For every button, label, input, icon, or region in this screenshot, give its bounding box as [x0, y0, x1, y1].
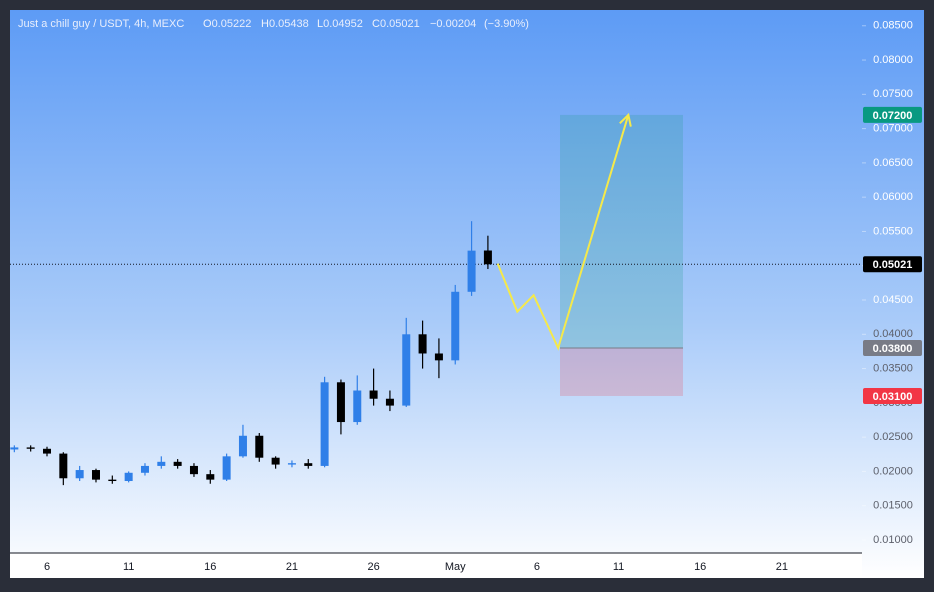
header: Just a chill guy / USDT, 4h, MEXC O0.052…: [18, 18, 529, 30]
y-tick-label: 0.03500: [873, 362, 913, 374]
x-tick-label: May: [445, 561, 466, 573]
candle-body: [238, 435, 247, 457]
candle-body: [271, 457, 280, 465]
x-tick-label: 21: [286, 561, 298, 573]
background: [10, 10, 924, 578]
candle-body: [483, 250, 492, 265]
h-value: 0.05438: [269, 18, 309, 30]
entry-badge: [863, 340, 922, 357]
candle-body: [206, 474, 215, 480]
candle-body: [26, 447, 35, 449]
candle-body: [402, 334, 411, 406]
y-tick-label: 0.04500: [873, 294, 913, 306]
candle-body: [124, 472, 133, 482]
stop-label: 0.03100: [873, 391, 913, 403]
c-label: C: [372, 18, 380, 30]
candle-body: [434, 353, 443, 361]
candle-body: [320, 382, 329, 466]
y-tick-label: 0.05500: [873, 225, 913, 237]
candle-body: [157, 461, 166, 466]
candle-body: [173, 461, 182, 466]
stop-zone: [560, 348, 683, 396]
x-tick-label: 11: [123, 561, 134, 573]
projection-line: [496, 114, 630, 351]
o-value: 0.05222: [212, 18, 252, 30]
candle-body: [189, 465, 198, 475]
candle-body: [385, 398, 394, 406]
change-pct: (−3.90%): [484, 18, 529, 30]
candle-body: [59, 453, 68, 479]
candle-body: [108, 479, 117, 482]
x-tick-label: 16: [204, 561, 216, 573]
plot: [10, 114, 862, 486]
candle-body: [287, 463, 296, 465]
symbol: Just a chill guy / USDT, 4h, MEXC: [18, 18, 184, 30]
c-value: 0.05021: [380, 18, 420, 30]
y-tick-label: 0.08000: [873, 54, 913, 66]
y-tick-label: 0.08500: [873, 20, 913, 32]
candle-body: [336, 382, 345, 423]
candle-body: [10, 447, 19, 450]
y-tick-label: 0.06000: [873, 191, 913, 203]
entry-label: 0.03800: [873, 343, 913, 355]
y-tick-label: 0.07500: [873, 88, 913, 100]
y-tick-label: 0.07000: [873, 123, 913, 135]
candle-body: [75, 470, 84, 479]
candle-body: [43, 448, 51, 454]
y-tick-label: 0.06500: [873, 157, 913, 169]
candle-body: [304, 463, 313, 466]
y-tick-label: 0.02500: [873, 431, 913, 443]
y-tick-label: 0.04000: [873, 328, 913, 340]
candle-body: [353, 390, 362, 423]
x-tick-label: 16: [694, 561, 706, 573]
target-label: 0.07200: [873, 110, 913, 122]
current-price-badge: [863, 256, 922, 273]
x-tick-label: 6: [534, 561, 540, 573]
y-tick-label: 0.01000: [873, 534, 913, 546]
x-tick-label: 11: [613, 561, 624, 573]
candle-body: [91, 470, 100, 480]
stop-badge: [863, 387, 922, 404]
candle-body: [418, 334, 427, 354]
target-zone: [560, 114, 683, 349]
y-tick-label: 0.02000: [873, 465, 913, 477]
candle-body: [255, 435, 264, 458]
current-price-label: 0.05021: [873, 259, 913, 271]
time-axis-bg: [10, 553, 862, 578]
projection-arrowhead: [619, 112, 632, 127]
target-badge: [863, 106, 922, 123]
candle-body: [467, 250, 476, 292]
candle-body: [222, 456, 231, 480]
candle-body: [140, 465, 149, 473]
x-tick-label: 21: [776, 561, 788, 573]
candle-body: [369, 390, 378, 399]
l-label: L: [317, 18, 323, 30]
change: −0.00204: [430, 18, 476, 30]
y-tick-label: 0.01500: [873, 500, 913, 512]
o-label: O: [203, 18, 212, 30]
l-value: 0.04952: [323, 18, 363, 30]
x-tick-label: 26: [367, 561, 379, 573]
x-tick-label: 6: [44, 561, 50, 573]
h-label: H: [261, 18, 269, 30]
candle-body: [451, 291, 460, 361]
